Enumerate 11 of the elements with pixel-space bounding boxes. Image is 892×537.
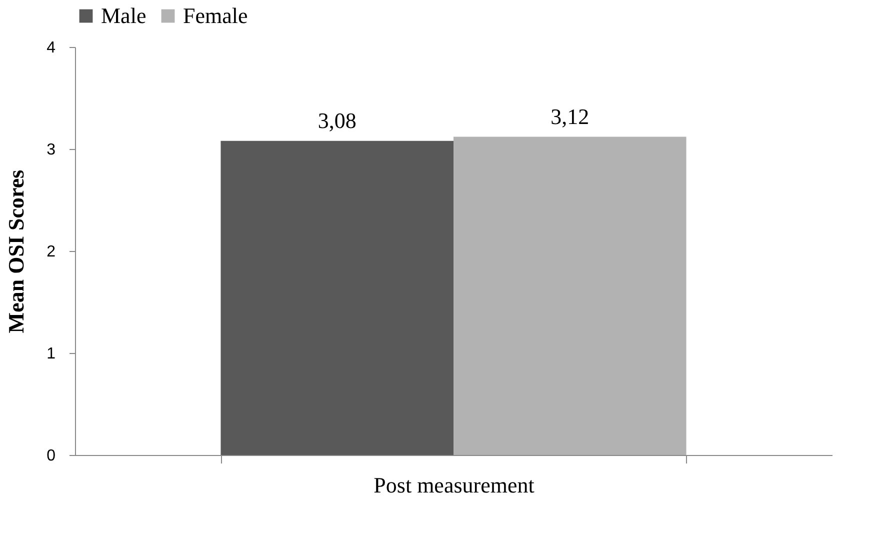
y-tick-label: 1 (46, 346, 56, 362)
data-label: 3,08 (318, 108, 356, 133)
legend-label: Female (183, 3, 248, 28)
y-tick-label: 4 (46, 40, 56, 56)
y-axis-title: Mean OSI Scores (4, 169, 29, 334)
y-tick-label: 3 (46, 142, 56, 158)
x-tick-label: Post measurement (374, 472, 534, 498)
data-label: 3,12 (550, 104, 590, 129)
y-tick-label: 2 (46, 244, 56, 260)
y-tick-label: 0 (46, 448, 56, 464)
legend-label: Male (101, 3, 146, 28)
